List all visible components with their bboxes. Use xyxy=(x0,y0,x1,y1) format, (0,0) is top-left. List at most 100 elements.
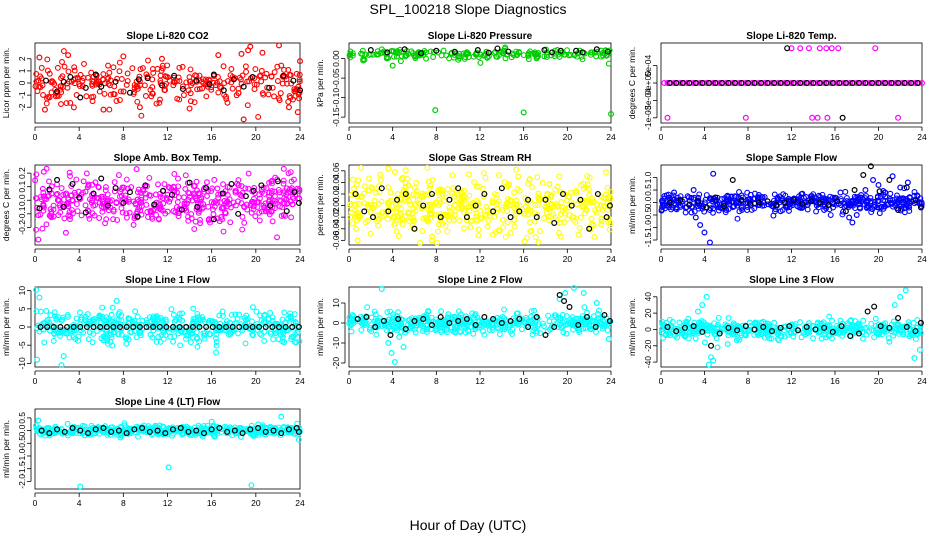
data-point xyxy=(842,188,849,195)
data-point xyxy=(281,309,288,316)
data-point xyxy=(504,199,511,206)
data-point xyxy=(438,308,445,315)
data-point xyxy=(85,336,92,343)
data-point xyxy=(249,327,256,334)
data-point xyxy=(833,195,840,201)
y-axis-label: ml/min per min. xyxy=(627,298,637,356)
flagged-point xyxy=(777,324,784,331)
data-point xyxy=(238,50,245,57)
data-point xyxy=(371,308,378,315)
data-points xyxy=(32,165,303,243)
flagged-point xyxy=(367,47,374,54)
data-point xyxy=(837,189,844,196)
data-point xyxy=(57,332,63,339)
data-point xyxy=(220,204,227,211)
flagged-point xyxy=(142,182,149,189)
data-point xyxy=(604,184,611,191)
data-point xyxy=(477,207,484,214)
data-point xyxy=(598,218,605,225)
data-point xyxy=(33,171,40,178)
data-point xyxy=(827,193,834,200)
flagged-point xyxy=(542,332,549,339)
flagged-point xyxy=(686,202,693,209)
data-point xyxy=(41,195,48,202)
data-point xyxy=(213,342,220,349)
data-point xyxy=(277,198,284,204)
x-tick-label: 20 xyxy=(251,254,261,264)
data-point xyxy=(738,205,745,211)
data-point xyxy=(515,173,522,180)
data-point xyxy=(730,203,737,210)
flagged-point xyxy=(130,324,137,331)
data-point xyxy=(560,329,567,336)
data-point xyxy=(489,231,496,238)
data-point xyxy=(99,304,106,311)
data-point xyxy=(249,331,256,338)
flagged-point xyxy=(120,199,127,206)
flagged-point xyxy=(914,79,921,86)
y-tick-label: -0.2 xyxy=(17,220,27,235)
data-point xyxy=(194,187,201,194)
data-point xyxy=(123,176,130,183)
data-point xyxy=(82,188,89,195)
data-point xyxy=(914,317,921,323)
x-tick-label: 8 xyxy=(121,376,126,386)
x-tick-label: 8 xyxy=(434,132,439,142)
data-point xyxy=(818,335,825,342)
flagged-point xyxy=(282,324,289,331)
x-tick-label: 0 xyxy=(33,254,38,264)
y-tick-label: -20 xyxy=(643,339,653,352)
y-tick-label: -1.5 xyxy=(17,461,27,476)
data-point xyxy=(378,286,385,293)
data-point xyxy=(193,329,200,336)
data-point xyxy=(870,177,877,184)
data-point xyxy=(58,101,64,108)
flagged-point xyxy=(797,79,804,86)
data-point xyxy=(194,334,201,341)
data-point xyxy=(123,340,130,347)
flagged-point xyxy=(98,175,105,182)
x-tick-label: 8 xyxy=(434,254,439,264)
flagged-point xyxy=(758,79,765,86)
data-point xyxy=(685,335,692,342)
data-point xyxy=(136,73,143,80)
data-point xyxy=(40,91,46,98)
data-point xyxy=(698,326,705,333)
data-point xyxy=(185,87,192,94)
data-point xyxy=(420,323,427,330)
data-point xyxy=(49,78,56,85)
data-point xyxy=(427,214,434,221)
data-point xyxy=(458,196,465,203)
data-point xyxy=(346,314,353,321)
data-point xyxy=(527,219,533,226)
data-point xyxy=(510,52,517,58)
flagged-point xyxy=(84,430,91,437)
data-point xyxy=(110,64,117,71)
flagged-point xyxy=(593,46,600,53)
data-point xyxy=(269,314,276,321)
data-point xyxy=(98,193,105,200)
x-tick-label: 16 xyxy=(207,376,217,386)
data-point xyxy=(776,193,783,200)
data-point xyxy=(533,329,540,336)
flagged-point xyxy=(104,202,111,209)
flagged-point xyxy=(481,314,488,321)
data-point xyxy=(191,226,198,232)
data-point xyxy=(186,74,193,80)
flagged-point xyxy=(206,81,213,88)
data-point xyxy=(460,50,467,57)
data-point xyxy=(556,229,562,236)
data-point xyxy=(35,417,42,424)
data-point xyxy=(474,49,480,56)
data-point xyxy=(449,172,456,179)
data-point xyxy=(787,198,794,205)
data-point xyxy=(369,185,376,192)
data-point xyxy=(214,215,221,222)
data-point xyxy=(501,315,508,322)
data-point xyxy=(208,199,215,206)
data-point xyxy=(899,199,906,206)
data-point xyxy=(47,312,54,319)
data-point xyxy=(175,210,182,216)
data-point xyxy=(424,325,431,332)
flagged-point xyxy=(428,190,435,197)
